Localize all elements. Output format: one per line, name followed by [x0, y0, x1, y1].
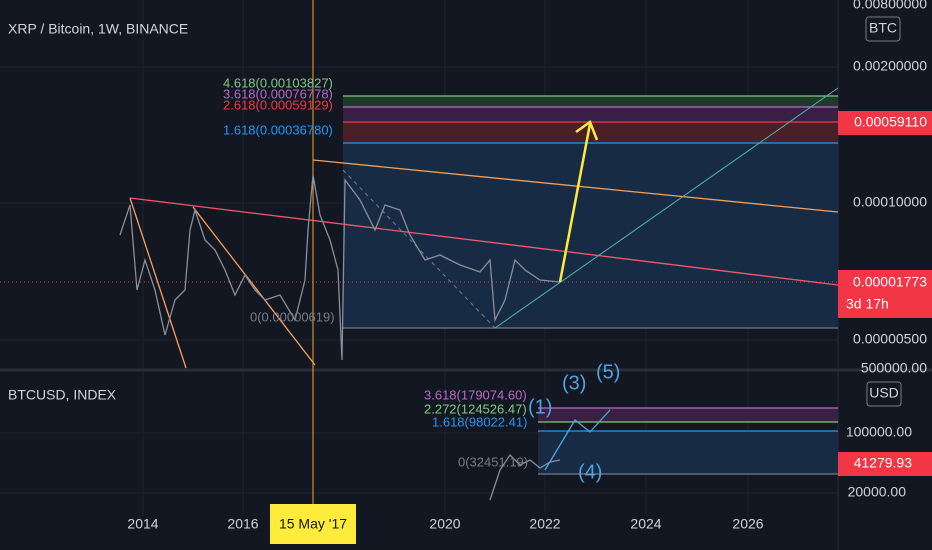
wave-label: (1): [528, 396, 552, 418]
fib-label: 2.618(0.00059129): [223, 97, 333, 112]
price-badge: [838, 111, 932, 135]
price-label: 41279.93: [854, 455, 913, 471]
price-badge: [838, 270, 932, 318]
price-label: 20000.00: [848, 484, 907, 500]
unit-box: [866, 381, 902, 407]
fib-label: 3.618(0.00076778): [223, 86, 333, 101]
time-label: 2014: [127, 516, 158, 532]
price-label: 0.00200000: [853, 58, 927, 74]
countdown: 3d 17h: [846, 296, 889, 312]
chart-title: XRP / Bitcoin, 1W, BINANCE: [8, 21, 188, 37]
price-badge: [838, 452, 932, 476]
fib-zone: [538, 431, 838, 474]
fib-label: 2.272(124526.47): [424, 401, 527, 416]
fib-zone: [343, 143, 838, 328]
wave-labels: (3) (5) (1) (4): [528, 361, 620, 483]
fib-zone: [343, 96, 838, 107]
cursor-badge: [270, 504, 356, 544]
price-label: 500000.00: [861, 360, 927, 376]
price-label: 0.00010000: [853, 194, 927, 210]
wave-label: (4): [578, 461, 602, 483]
fib-zone: [538, 408, 838, 422]
unit-label: USD: [869, 385, 899, 401]
price-path: [119, 174, 561, 361]
fib-zone: [343, 122, 838, 143]
projection-arrow: [558, 120, 599, 283]
trend-line: [312, 159, 839, 213]
trend-line: [192, 206, 316, 366]
chart-title: BTCUSD, INDEX: [8, 387, 117, 403]
fib-label: 1.618(98022.41): [432, 414, 527, 429]
fib-label: 4.618(0.00103827): [223, 75, 333, 90]
fib-label: 0(32451.19): [458, 454, 528, 469]
time-label: 2022: [529, 516, 560, 532]
price-label: 0.00001773: [853, 274, 927, 290]
fib-label: 3.618(179074.60): [424, 387, 527, 402]
unit-box: [865, 16, 901, 42]
trend-line: [129, 197, 187, 369]
time-label: 2020: [429, 516, 460, 532]
time-label: 2024: [630, 516, 661, 532]
fib-label: 1.618(0.00036780): [223, 122, 333, 137]
price-path: [489, 453, 561, 501]
fib-label: 0(0.00000619): [250, 309, 335, 324]
cursor-date: 15 May '17: [279, 516, 347, 532]
wave-label: (3): [562, 372, 586, 394]
wave-path: [544, 409, 611, 471]
price-label: 0.00059110: [854, 114, 927, 130]
time-label: 2026: [732, 516, 763, 532]
price-label: 100000.00: [846, 424, 912, 440]
unit-label: BTC: [869, 20, 897, 36]
price-label: 0.00000500: [853, 331, 927, 347]
fib-zone: [343, 107, 838, 122]
trend-line: [494, 87, 839, 329]
wave-label: (5): [596, 361, 620, 383]
time-label: 2016: [227, 516, 258, 532]
trend-line: [129, 197, 839, 286]
price-label: 0.00800000: [853, 0, 927, 12]
